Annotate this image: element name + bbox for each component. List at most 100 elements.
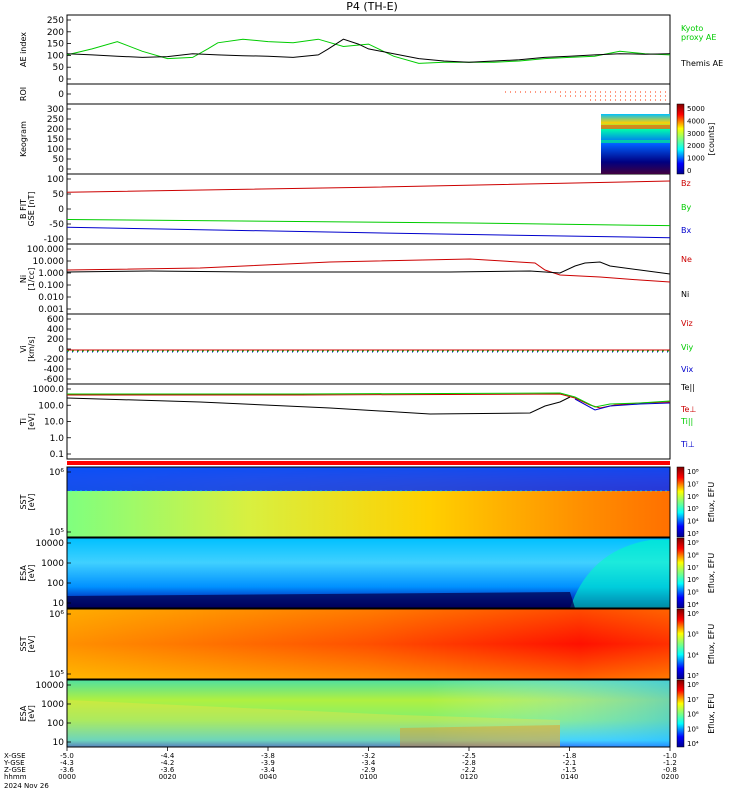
plot-date: 2024 Nov 26 bbox=[4, 782, 49, 790]
bfield-ytick-label: 50 bbox=[53, 190, 65, 200]
ae-ytick-label: 50 bbox=[53, 63, 65, 73]
density-ytick-label: 0.100 bbox=[38, 281, 64, 291]
temperature-legend-3: Ti⊥ bbox=[680, 440, 695, 449]
orbit-row-value: -2.2 bbox=[462, 766, 476, 774]
sst_e-ytick-label: 10⁶ bbox=[49, 468, 64, 478]
sst_i-ylabel: SST[eV] bbox=[19, 636, 36, 653]
orbit-row-value: 0040 bbox=[259, 773, 277, 781]
orbit-row-label: hhmm bbox=[4, 773, 27, 781]
orbit-row-value: 0140 bbox=[561, 773, 579, 781]
ni-trace bbox=[66, 261, 671, 275]
esa_i-colorbar-tick: 10⁷ bbox=[687, 696, 699, 704]
temperature-ytick-label: 1000.0 bbox=[33, 385, 65, 395]
velocity-ylabel: Vi[km/s] bbox=[19, 336, 36, 362]
keogram-colorbar-tick: 0 bbox=[687, 167, 691, 175]
esa_e-ytick-label: 100 bbox=[47, 579, 64, 589]
esa_e-colorbar-tick: 10⁵ bbox=[687, 589, 699, 597]
bfield-legend-0: Bz bbox=[681, 179, 691, 188]
ae-ytick-label: 250 bbox=[47, 16, 64, 26]
esa_i-colorbar-tick: 10⁶ bbox=[687, 711, 699, 719]
esa_i-colorbar-tick: 10⁸ bbox=[687, 681, 699, 689]
velocity-ytick-label: 400 bbox=[47, 325, 64, 335]
orbit-row-label: X-GSE bbox=[4, 752, 26, 760]
keogram-colorbar-label: [counts] bbox=[707, 123, 716, 156]
esa_e-ytick-label: 10000 bbox=[35, 539, 64, 549]
orbit-row-value: -3.4 bbox=[261, 766, 275, 774]
orbit-row-value: -1.2 bbox=[663, 759, 677, 767]
keogram-colorbar-tick: 2000 bbox=[687, 142, 705, 150]
esa_e-colorbar-tick: 10⁹ bbox=[687, 539, 699, 547]
density-ylabel: Ni[1/cc] bbox=[19, 268, 36, 291]
ae-ytick-label: 0 bbox=[58, 75, 64, 85]
orbit-row-value: 0100 bbox=[360, 773, 378, 781]
esa_e-colorbar-label: Eflux, EFU bbox=[707, 553, 716, 594]
keogram-ytick-label: 300 bbox=[47, 105, 64, 115]
roi-panel-frame bbox=[66, 83, 671, 105]
bfield-legend-1: By bbox=[681, 203, 691, 212]
sst_e-colorbar-label: Eflux, EFU bbox=[707, 482, 716, 523]
orbit-row-value: 0120 bbox=[460, 773, 478, 781]
keogram-colorbar-tick: 3000 bbox=[687, 130, 705, 138]
spectrogram-panels bbox=[66, 461, 671, 748]
esa_i-colorbar-label: Eflux, EFU bbox=[707, 693, 716, 734]
orbit-row-value: -4.2 bbox=[161, 759, 175, 767]
static-traces bbox=[66, 258, 671, 415]
sst_e-colorbar-tick: 10⁸ bbox=[687, 468, 699, 476]
density-ytick-label: 0.010 bbox=[38, 293, 64, 303]
orbit-row-value: -2.5 bbox=[462, 752, 476, 760]
temperature-legend-0: Te|| bbox=[680, 383, 695, 392]
ae-legend-kyoto: Kyoto proxy AE bbox=[681, 24, 716, 42]
ae-traces bbox=[66, 38, 671, 64]
temperature-legend-1: Te⊥ bbox=[680, 405, 696, 414]
keogram-ytick-label: 150 bbox=[47, 135, 64, 145]
orbit-row-value: -5.0 bbox=[60, 752, 74, 760]
sst_i-ytick-label: 10⁵ bbox=[49, 670, 64, 680]
sst_i-colorbar-label: Eflux, EFU bbox=[707, 624, 716, 665]
roi-ylabel: ROI bbox=[19, 87, 28, 101]
ae-series-1 bbox=[66, 38, 671, 63]
sst_e-colorbar-tick: 10³ bbox=[687, 530, 699, 538]
density-legend-0: Ne bbox=[681, 255, 692, 264]
density-legend-1: Ni bbox=[681, 290, 689, 299]
sst_e-ylabel: SST[eV] bbox=[19, 494, 36, 511]
orbit-row-value: 0020 bbox=[159, 773, 177, 781]
temperature-legend-2: Ti|| bbox=[680, 417, 693, 426]
esa_e-colorbar-tick: 10⁸ bbox=[687, 551, 699, 559]
orbit-row-value: -3.4 bbox=[362, 759, 376, 767]
bfield-traces bbox=[67, 180, 670, 239]
temperature-ylabel: Ti[eV] bbox=[19, 413, 36, 430]
temperature-ytick-label: 1.0 bbox=[50, 434, 65, 444]
velocity-ytick-label: -400 bbox=[44, 365, 65, 375]
sst_e-ytick-label: 10⁵ bbox=[49, 528, 64, 538]
density-ytick-label: 10.000 bbox=[33, 257, 65, 267]
x-axis: X-GSE -5.0 -4.4 -3.8 -3.2 -2.5 -1.8 -1.0 Y-GSE -4… bbox=[3, 747, 679, 790]
keogram-ytick-label: 50 bbox=[53, 155, 65, 165]
velocity-ytick-label: -200 bbox=[44, 355, 65, 365]
ae-series-0 bbox=[66, 38, 671, 64]
plot-title: P4 (TH-E) bbox=[346, 0, 398, 13]
sst_i-colorbar-tick: 10⁶ bbox=[687, 610, 699, 618]
ae-ylabel: AE index bbox=[19, 32, 28, 67]
esa_i-ylabel: ESA[eV] bbox=[19, 705, 36, 722]
orbit-row-label: Y-GSE bbox=[3, 759, 25, 767]
legends: Kyoto proxy AE Themis AE Bz By Bx Ne Ni Viz Viy Vi… bbox=[680, 24, 723, 449]
orbit-row-value: 0200 bbox=[661, 773, 679, 781]
esa_i-colorbar-tick: 10⁴ bbox=[687, 740, 699, 748]
bfield-by-trace bbox=[67, 219, 670, 227]
velocity-panel-frame bbox=[66, 313, 671, 385]
orbit-row-value: -0.8 bbox=[663, 766, 677, 774]
ae-ytick-label: 100 bbox=[47, 51, 64, 61]
keogram-ytick-label: 0 bbox=[58, 165, 64, 175]
orbit-row-value: -3.9 bbox=[261, 759, 275, 767]
sst_e-colorbar-tick: 10⁶ bbox=[687, 493, 699, 501]
keogram-ylabel: Keogram bbox=[19, 121, 28, 157]
esa_i-ytick-label: 1000 bbox=[41, 700, 64, 710]
esa_e-colorbar-tick: 10⁴ bbox=[687, 601, 699, 609]
orbit-row-value: -2.9 bbox=[362, 766, 376, 774]
colorbar-ticks: 500040003000200010000[counts]10⁸10⁷10⁶10… bbox=[687, 105, 716, 748]
orbit-row-value: -1.8 bbox=[563, 752, 577, 760]
bfield-ytick-label: -50 bbox=[49, 220, 64, 230]
orbit-row-value: -4.4 bbox=[161, 752, 175, 760]
orbit-row-value: -3.6 bbox=[60, 766, 74, 774]
keogram-panel-frame bbox=[66, 103, 671, 175]
